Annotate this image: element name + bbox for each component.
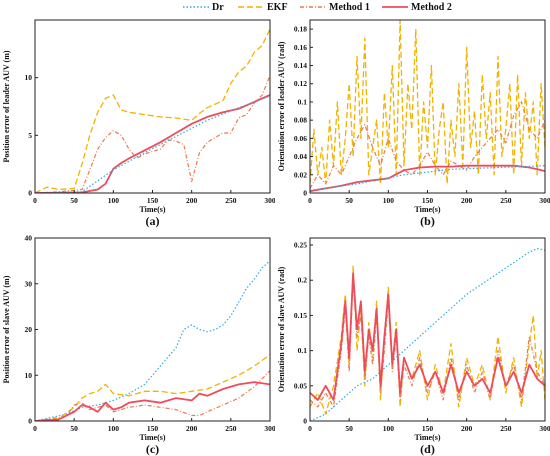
x-tick-label: 150	[147, 424, 159, 433]
y-tick-label: 0	[28, 417, 32, 426]
y-tick-label: 0.04	[294, 152, 307, 161]
x-tick-label: 250	[500, 196, 512, 205]
legend-item-ekf: EKF	[238, 0, 288, 14]
y-tick-label: 0.02	[294, 170, 307, 179]
legend-item-dr: Dr	[183, 0, 224, 14]
x-tick-label: 150	[422, 424, 434, 433]
legend-swatch-ekf	[238, 6, 264, 8]
x-tick-label: 300	[539, 424, 550, 433]
y-tick-label: 0.25	[294, 241, 307, 250]
x-tick-label: 200	[461, 196, 473, 205]
series-line-method-2	[35, 94, 270, 193]
x-tick-label: 300	[264, 424, 275, 433]
x-tick-label: 300	[264, 196, 275, 205]
y-tick-label: 40	[25, 234, 33, 243]
series-line-method-2	[310, 272, 545, 401]
y-tick-label: 0.16	[294, 43, 307, 52]
y-tick-label: 0.18	[294, 25, 307, 34]
x-tick-label: 100	[383, 196, 395, 205]
panel-label: (d)	[420, 442, 435, 456]
chart-panel-d: 0 50 100 150 200 250 300 0 0.05 0.1 0.15 0.2 0.25 Tim…	[277, 237, 550, 456]
plot-frame	[34, 237, 271, 422]
x-tick-label: 300	[539, 196, 550, 205]
chart-panel-c: 0 50 100 150 200 250 300 0 10 20 30 40 Time(s) Positi…	[2, 234, 275, 456]
chart-panel-a: 0 50 100 150 200 250 300 0 5 10 Time(s) Position er…	[2, 19, 275, 228]
legend-swatch-method1	[300, 6, 326, 8]
y-tick-label: 0.08	[294, 116, 307, 125]
x-tick-label: 250	[225, 196, 237, 205]
series-line-method-2	[35, 381, 270, 421]
y-tick-label: 10	[25, 73, 33, 82]
y-tick-label: 0.2	[298, 276, 308, 285]
legend-swatch-dr	[183, 6, 209, 8]
plot-frame	[34, 19, 271, 194]
y-axis-label: Orientation error of slave AUV (rad)	[277, 266, 286, 392]
legend-label-ekf: EKF	[267, 1, 288, 13]
series-line-method-1	[35, 370, 270, 421]
y-axis-label: Orientation error of leader AUV (rad)	[277, 41, 286, 171]
y-axis-label: Position error of slave AUV (m)	[2, 275, 11, 383]
x-tick-label: 200	[186, 424, 198, 433]
x-tick-label: 0	[308, 424, 312, 433]
series-line-ekf	[310, 20, 545, 185]
y-tick-label: 0	[303, 189, 307, 198]
legend-swatch-method2	[382, 6, 408, 8]
legend-label-method2: Method 2	[411, 1, 452, 13]
y-tick-label: 0.15	[294, 311, 307, 320]
x-tick-label: 50	[345, 424, 353, 433]
series-line-ekf	[35, 354, 270, 421]
y-tick-label: 0.1	[298, 346, 308, 355]
series-line-method-1	[310, 101, 545, 189]
y-tick-label: 5	[28, 131, 32, 140]
panel-label: (b)	[420, 214, 435, 228]
x-tick-label: 0	[33, 196, 37, 205]
x-tick-label: 100	[383, 424, 395, 433]
x-tick-label: 200	[461, 424, 473, 433]
y-tick-label: 10	[25, 371, 33, 380]
legend-item-method2: Method 2	[382, 0, 452, 14]
series-line-dr	[35, 260, 270, 421]
y-tick-label: 0.14	[294, 61, 307, 70]
x-tick-label: 0	[33, 424, 37, 433]
x-tick-label: 50	[70, 196, 78, 205]
x-axis-label: Time(s)	[139, 205, 165, 214]
panel-label: (a)	[146, 214, 160, 228]
x-tick-label: 0	[308, 196, 312, 205]
legend-label-dr: Dr	[212, 1, 224, 13]
y-tick-label: 20	[25, 325, 33, 334]
y-tick-label: 30	[25, 279, 33, 288]
y-tick-label: 0.12	[294, 79, 307, 88]
x-tick-label: 200	[186, 196, 198, 205]
x-tick-label: 150	[147, 196, 159, 205]
x-tick-label: 150	[422, 196, 434, 205]
chart-panel-b: 0 50 100 150 200 250 300 0 0.02 0.04 0.06 0.08 0.1 0.…	[277, 19, 550, 228]
x-tick-label: 250	[225, 424, 237, 433]
legend-item-method1: Method 1	[300, 0, 370, 14]
x-axis-label: Time(s)	[414, 205, 440, 214]
y-tick-label: 0.06	[294, 134, 307, 143]
plot-frame	[309, 237, 546, 422]
series-line-ekf	[35, 28, 270, 193]
series-line-dr	[35, 95, 270, 193]
y-tick-label: 0	[28, 189, 32, 198]
x-tick-label: 50	[345, 196, 353, 205]
x-axis-label: Time(s)	[414, 433, 440, 442]
y-tick-label: 0.1	[298, 97, 308, 106]
legend: Dr EKF Method 1 Method 2	[0, 0, 550, 14]
series-line-dr	[310, 165, 545, 191]
series-line-method-2	[310, 164, 545, 193]
legend-label-method1: Method 1	[329, 1, 370, 13]
x-tick-label: 50	[70, 424, 78, 433]
x-tick-label: 100	[108, 196, 120, 205]
y-tick-label: 0.05	[294, 381, 307, 390]
x-tick-label: 100	[108, 424, 120, 433]
y-axis-label: Position error of leader AUV (m)	[2, 50, 11, 162]
x-axis-label: Time(s)	[139, 433, 165, 442]
x-tick-label: 250	[500, 424, 512, 433]
series-line-dr	[310, 248, 545, 421]
y-tick-label: 0	[303, 417, 307, 426]
panel-label: (c)	[146, 442, 159, 456]
series-line-method-1	[35, 75, 270, 193]
